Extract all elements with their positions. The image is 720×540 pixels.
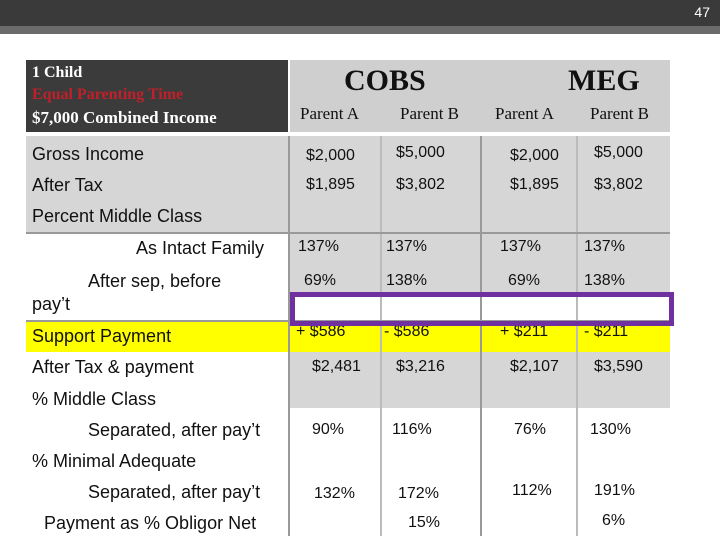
cell-sepmin-meg-b: 191%	[594, 482, 635, 499]
cell-aftersep-meg-b: 138%	[584, 272, 625, 289]
label-after-tax-payment: After Tax & payment	[32, 357, 194, 377]
label-gross-income: Gross Income	[32, 144, 145, 164]
scenario-header: 1 Child Equal Parenting Time $7,000 Comb…	[26, 60, 288, 132]
cell-support-cobs-a: + $586	[296, 323, 346, 340]
label-pct-minimal: % Minimal Adequate	[32, 451, 197, 471]
cell-gross-cobs-a: $2,000	[306, 147, 355, 164]
divider-label	[288, 136, 290, 536]
label-after-sep-cont: pay’t	[32, 294, 71, 314]
shade-mid	[288, 232, 670, 292]
cell-sepmc-meg-b: 130%	[590, 421, 631, 438]
cell-aftertax-meg-b: $3,802	[594, 176, 643, 193]
cell-intact-meg-a: 137%	[500, 238, 541, 255]
cell-sepmin-meg-a: 112%	[512, 482, 552, 499]
cell-intact-meg-b: 137%	[584, 238, 625, 255]
divider-groups	[480, 136, 482, 536]
cell-gross-meg-b: $5,000	[594, 144, 643, 161]
cell-intact-cobs-a: 137%	[298, 238, 339, 255]
col-cobs-parent-a: Parent A	[300, 104, 360, 123]
cell-sepmc-cobs-a: 90%	[312, 421, 345, 438]
scenario-children: 1 Child	[32, 64, 83, 81]
cell-aftertax-meg-a: $1,895	[510, 176, 559, 193]
cell-aftersep-cobs-a: 69%	[304, 272, 337, 289]
cell-aftertax-cobs-b: $3,802	[396, 176, 445, 193]
highlight-box	[290, 292, 674, 326]
cell-sepmc-meg-a: 76%	[514, 421, 547, 438]
cell-afterpay-meg-a: $2,107	[510, 358, 559, 375]
label-payment-pct: Payment as % Obligor Net	[44, 513, 257, 533]
cell-afterpay-meg-b: $3,590	[594, 358, 643, 375]
cell-paypct-meg-b: 6%	[602, 512, 626, 529]
cell-aftertax-cobs-a: $1,895	[306, 176, 355, 193]
divider-cobs	[380, 136, 382, 536]
group-cobs: COBS	[344, 64, 426, 97]
cell-paypct-cobs-b: 15%	[408, 514, 441, 531]
scenario-income: $7,000 Combined Income	[32, 108, 217, 127]
cell-afterpay-cobs-a: $2,481	[312, 358, 361, 375]
label-after-sep: After sep, before	[88, 271, 222, 291]
col-meg-parent-a: Parent A	[495, 104, 555, 123]
label-intact-family: As Intact Family	[136, 238, 265, 258]
page-number: 47	[694, 4, 710, 20]
cell-support-meg-b: - $211	[584, 323, 629, 340]
cell-intact-cobs-b: 137%	[386, 238, 427, 255]
cell-sepmin-cobs-b: 172%	[398, 485, 439, 502]
cell-support-cobs-b: - $586	[384, 323, 430, 340]
label-support-payment: Support Payment	[32, 326, 172, 346]
cell-afterpay-cobs-b: $3,216	[396, 358, 445, 375]
label-separated-middle: Separated, after pay’t	[88, 420, 261, 440]
group-meg: MEG	[568, 64, 640, 97]
slide-accent-bar	[0, 26, 720, 34]
cell-gross-cobs-b: $5,000	[396, 144, 445, 161]
label-percent-middle-class: Percent Middle Class	[32, 206, 203, 226]
label-pct-middle-class: % Middle Class	[32, 389, 157, 409]
label-separated-minimal: Separated, after pay’t	[88, 482, 261, 502]
divider-meg	[576, 136, 578, 536]
cell-sepmin-cobs-a: 132%	[314, 485, 355, 502]
shade-after-payment	[288, 352, 670, 408]
slide-top-bar: 47	[0, 0, 720, 26]
shade-top	[26, 136, 670, 232]
scenario-parenting-time: Equal Parenting Time	[32, 86, 184, 103]
column-header: COBS MEG Parent A Parent B Parent A Pare…	[290, 60, 670, 132]
rule-1	[26, 232, 670, 234]
cell-aftersep-cobs-b: 138%	[386, 272, 427, 289]
col-meg-parent-b: Parent B	[590, 104, 650, 123]
cell-sepmc-cobs-b: 116%	[392, 421, 432, 438]
left-strip	[0, 34, 20, 540]
cell-gross-meg-a: $2,000	[510, 147, 559, 164]
col-cobs-parent-b: Parent B	[400, 104, 460, 123]
cell-support-meg-a: + $211	[500, 323, 549, 340]
cell-aftersep-meg-a: 69%	[508, 272, 541, 289]
label-after-tax: After Tax	[32, 175, 103, 195]
